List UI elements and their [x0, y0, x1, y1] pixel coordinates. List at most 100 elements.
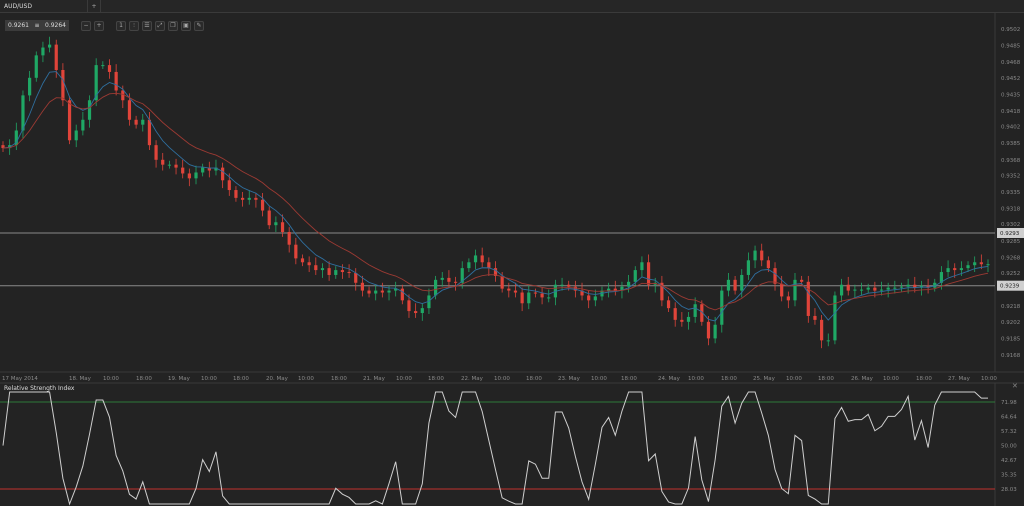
spread-icon: ≡	[34, 22, 40, 29]
candle-body	[94, 65, 98, 101]
candle-body	[540, 293, 544, 298]
candle-body	[979, 262, 983, 265]
time-tick-label: 10:00	[883, 376, 899, 382]
candle-body	[906, 284, 910, 287]
chart-type-icon[interactable]: ⫶	[129, 20, 139, 31]
price-tick-label: 0.9185	[1001, 336, 1021, 342]
candle-body	[673, 308, 677, 320]
candle-body	[267, 210, 271, 226]
rsi-line	[2, 391, 988, 506]
time-tick-label: 24. May	[658, 376, 681, 382]
time-tick-label: 10:00	[103, 376, 119, 382]
rsi-title: Relative Strength Index	[4, 385, 75, 392]
candle-body	[380, 290, 384, 293]
price-tick-label: 0.9252	[1001, 271, 1020, 277]
candle-body	[959, 268, 963, 271]
candle-body	[300, 258, 305, 263]
candle-body	[946, 268, 950, 273]
drawing-icon[interactable]: ⤢	[155, 20, 165, 31]
candle-body	[374, 290, 378, 294]
screenshot-icon[interactable]: ▣	[181, 20, 191, 31]
zoom-out-icon[interactable]: −	[81, 20, 91, 31]
templates-icon[interactable]: ❐	[168, 20, 178, 31]
time-tick-label: 10:00	[981, 376, 997, 382]
candle-body	[101, 65, 105, 67]
indicators-icon[interactable]: ☰	[142, 20, 152, 31]
candle-body	[627, 281, 631, 287]
candle-body	[826, 340, 830, 342]
time-tick-label: 10:00	[494, 376, 510, 382]
rsi-tick-label: 50.00	[1001, 444, 1017, 450]
candle-body	[201, 167, 205, 173]
candle-body	[460, 268, 464, 283]
time-tick-label: 18:00	[428, 376, 444, 382]
candle-body	[28, 77, 32, 96]
time-tick-label: 10:00	[201, 376, 217, 382]
candle-body	[786, 296, 790, 301]
candle-body	[713, 324, 717, 339]
price-tick-label: 0.9368	[1001, 158, 1021, 164]
candle-body	[893, 287, 897, 289]
candle-body	[434, 279, 438, 296]
price-tick-label: 0.9168	[1001, 353, 1021, 359]
candle-body	[400, 288, 404, 301]
time-tick-label: 10:00	[786, 376, 802, 382]
candle-body	[47, 44, 52, 48]
time-tick-label: 18:00	[331, 376, 347, 382]
quote-box[interactable]: 0.9261 ≡ 0.9264	[5, 20, 69, 31]
candle-body	[806, 281, 810, 316]
time-tick-label: 18:00	[721, 376, 737, 382]
time-tick-label: 18:00	[621, 376, 637, 382]
candle-body	[500, 275, 504, 289]
candle-body	[866, 287, 870, 290]
candle-body	[507, 288, 511, 291]
rsi-tick-label: 42.67	[1001, 458, 1017, 464]
price-tick-label: 0.9402	[1001, 125, 1020, 131]
candle-body	[726, 279, 731, 291]
candle-body	[933, 282, 937, 288]
price-tick-label: 0.9352	[1001, 173, 1020, 179]
candle-body	[706, 321, 711, 339]
candle-body	[181, 167, 185, 174]
candle-body	[473, 255, 478, 263]
candle-body	[513, 290, 518, 293]
tab-aud-usd[interactable]: AUD/USD	[0, 0, 88, 13]
candle-body	[793, 279, 797, 301]
candle-body	[580, 290, 584, 296]
candle-body	[340, 270, 345, 273]
price-line-label: 0.9239	[1000, 284, 1020, 290]
candle-body	[780, 283, 784, 297]
zoom-in-icon[interactable]: +	[94, 20, 104, 31]
bid-price: 0.9261	[8, 22, 29, 29]
candle-body	[427, 295, 431, 309]
price-tick-label: 0.9268	[1001, 255, 1021, 261]
candle-body	[879, 289, 884, 291]
candle-body	[646, 262, 651, 285]
timeframe-icon[interactable]: 1	[116, 20, 126, 31]
candle-body	[467, 262, 471, 269]
candle-body	[666, 300, 671, 309]
time-tick-label: 10:00	[688, 376, 704, 382]
candle-body	[81, 119, 85, 131]
price-tick-label: 0.9318	[1001, 207, 1021, 213]
candle-body	[61, 69, 65, 101]
time-tick-label: 17 May 2014	[2, 376, 38, 382]
price-tick-label: 0.9468	[1001, 60, 1021, 66]
ema-fast-line	[2, 71, 989, 322]
candle-body	[953, 268, 957, 271]
candle-body	[633, 270, 637, 282]
candle-body	[8, 145, 12, 149]
price-tick-label: 0.9435	[1001, 92, 1021, 98]
ask-price: 0.9264	[45, 22, 66, 29]
candle-body	[913, 284, 917, 288]
candle-body	[87, 100, 92, 120]
candle-body	[207, 167, 211, 171]
close-indicator-icon[interactable]: ✕	[1012, 382, 1018, 390]
settings-icon[interactable]: ✎	[194, 20, 204, 31]
add-tab-button[interactable]: +	[88, 0, 101, 13]
time-tick-label: 18:00	[818, 376, 834, 382]
candle-body	[21, 95, 25, 131]
candle-body	[234, 190, 238, 198]
candle-body	[280, 222, 285, 233]
